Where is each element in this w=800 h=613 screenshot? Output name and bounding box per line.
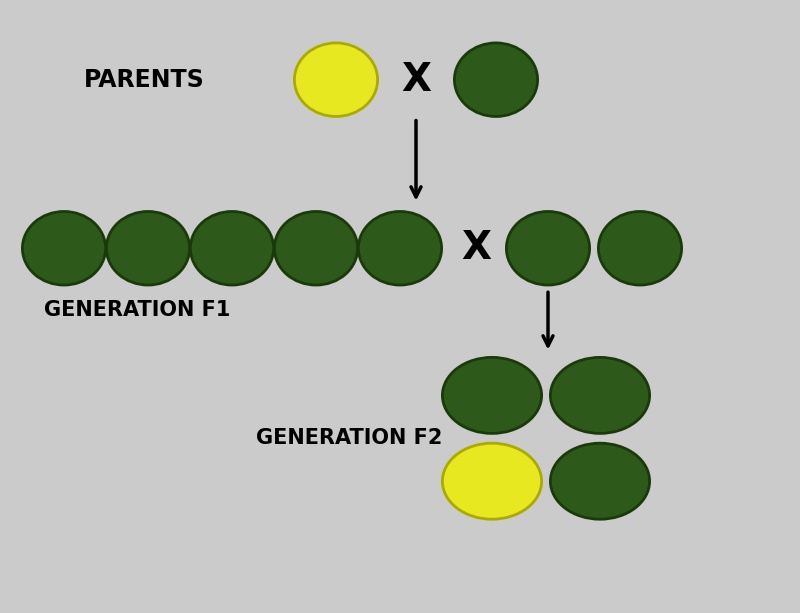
Ellipse shape xyxy=(274,211,358,285)
Ellipse shape xyxy=(550,357,650,433)
Ellipse shape xyxy=(442,443,542,519)
Text: GENERATION F2: GENERATION F2 xyxy=(256,428,442,448)
Ellipse shape xyxy=(550,443,650,519)
Text: PARENTS: PARENTS xyxy=(84,67,204,92)
Ellipse shape xyxy=(598,211,682,285)
Ellipse shape xyxy=(506,211,590,285)
Text: X: X xyxy=(461,229,491,267)
Ellipse shape xyxy=(190,211,274,285)
Ellipse shape xyxy=(442,357,542,433)
Text: GENERATION F1: GENERATION F1 xyxy=(44,300,230,319)
Ellipse shape xyxy=(294,43,378,116)
Ellipse shape xyxy=(22,211,106,285)
Ellipse shape xyxy=(358,211,442,285)
Ellipse shape xyxy=(454,43,538,116)
Ellipse shape xyxy=(106,211,190,285)
Text: X: X xyxy=(401,61,431,99)
